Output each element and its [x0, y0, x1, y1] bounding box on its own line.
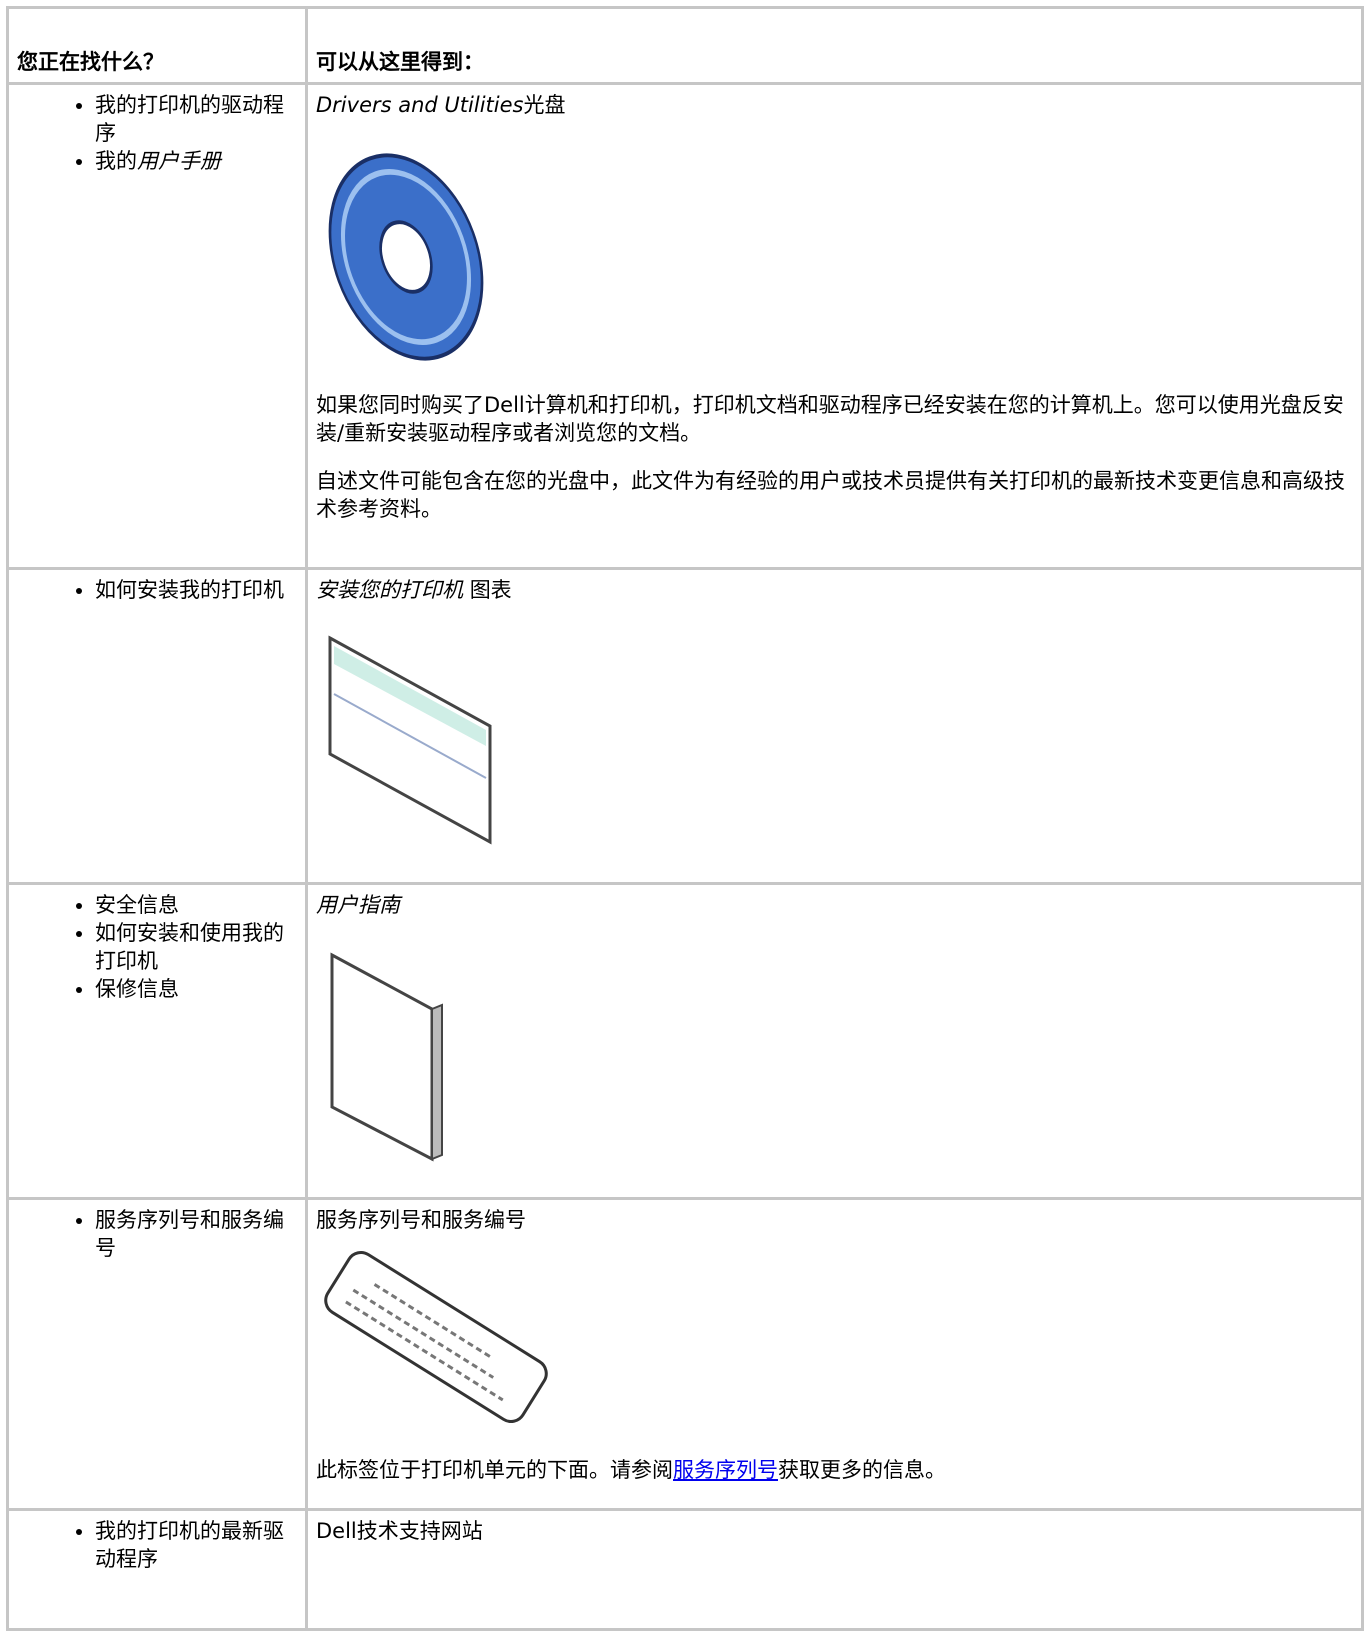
- item: 我的用户手册: [95, 147, 297, 175]
- note: 自述文件可能包含在您的光盘中，此文件为有经验的用户或技术员提供有关打印机的最新技…: [316, 469, 1345, 521]
- source-title: 用户指南: [316, 891, 1353, 919]
- note: 如果您同时购买了Dell计算机和打印机，打印机文档和驱动程序已经安装在您的计算机…: [316, 393, 1344, 445]
- info-table: 您正在找什么？ 可以从这里得到： 我的打印机的驱动程序 我的用户手册 Drive…: [6, 6, 1364, 1631]
- item: 如何安装我的打印机: [95, 576, 297, 604]
- row: 如何安装我的打印机 安装您的打印机 图表: [6, 567, 1364, 885]
- service-tag-image: [324, 1251, 548, 1423]
- item-text: 我的: [95, 149, 137, 173]
- source-cell: Drivers and Utilities光盘 如果您同时购买了Dell计算机和…: [305, 82, 1364, 570]
- link[interactable]: 服务序列号: [673, 1458, 778, 1482]
- source-cell: 安装您的打印机 图表: [305, 567, 1364, 885]
- row: 我的打印机的驱动程序 我的用户手册 Drivers and Utilities光…: [6, 82, 1364, 570]
- note-text: 此标签位于打印机单元的下面。请参阅: [316, 1458, 673, 1482]
- item-text: 服务序列号和服务编号: [95, 1208, 284, 1260]
- source-text: 安装您的打印机: [316, 578, 463, 602]
- source-title: 服务序列号和服务编号: [316, 1206, 1353, 1234]
- row: 安全信息 如何安装和使用我的打印机 保修信息 用户指南: [6, 882, 1364, 1200]
- source-title: Drivers and Utilities光盘: [316, 91, 1353, 119]
- items-cell: 我的打印机的最新驱动程序: [6, 1508, 308, 1631]
- note-text: 获取更多的信息。: [778, 1458, 946, 1482]
- row: 我的打印机的最新驱动程序 Dell技术支持网站: [6, 1508, 1364, 1631]
- item: 保修信息: [95, 975, 297, 1003]
- item-text: 如何安装我的打印机: [95, 578, 284, 602]
- item-text: 用户手册: [137, 149, 221, 173]
- cd-image: [328, 153, 484, 361]
- source-text: 服务序列号和服务编号: [316, 1208, 526, 1232]
- row: 服务序列号和服务编号 服务序列号和服务编号 此标签位于打印机单元的下面。请参阅服…: [6, 1197, 1364, 1511]
- item: 如何安装和使用我的打印机: [95, 919, 297, 975]
- note: 此标签位于打印机单元的下面。请参阅服务序列号获取更多的信息。: [316, 1456, 1353, 1484]
- items-cell: 我的打印机的驱动程序 我的用户手册: [6, 82, 308, 570]
- item: 我的打印机的驱动程序: [95, 91, 297, 147]
- item: 安全信息: [95, 891, 297, 919]
- item-text: 保修信息: [95, 977, 179, 1001]
- source-text: Dell技术支持网站: [316, 1519, 483, 1543]
- item-text: 我的打印机的最新驱动程序: [95, 1519, 284, 1571]
- page: 您正在找什么？ 可以从这里得到： 我的打印机的驱动程序 我的用户手册 Drive…: [0, 0, 1370, 1576]
- source-title: Dell技术支持网站: [316, 1517, 1353, 1545]
- item: 服务序列号和服务编号: [95, 1206, 297, 1262]
- setup-diagram-image: [328, 635, 492, 845]
- item-text: 安全信息: [95, 893, 179, 917]
- source-cell: 服务序列号和服务编号 此标签位于打印机单元的下面。请参阅服务序列号获取更多的信息…: [305, 1197, 1364, 1511]
- header-cell: 您正在找什么？: [6, 6, 308, 85]
- items-cell: 如何安装我的打印机: [6, 567, 308, 885]
- source-text: 光盘: [523, 93, 566, 117]
- header-row: 您正在找什么？ 可以从这里得到：: [6, 6, 1364, 85]
- items-cell: 服务序列号和服务编号: [6, 1197, 308, 1511]
- source-cell: 用户指南: [305, 882, 1364, 1200]
- source-text: Drivers and Utilities: [316, 93, 524, 117]
- items-cell: 安全信息 如何安装和使用我的打印机 保修信息: [6, 882, 308, 1200]
- source-text: 图表: [469, 578, 512, 602]
- item-text: 如何安装和使用我的打印机: [95, 921, 284, 973]
- guide-image: [330, 952, 443, 1162]
- item: 我的打印机的最新驱动程序: [95, 1517, 297, 1573]
- source-text: 用户指南: [316, 893, 400, 917]
- source-cell: Dell技术支持网站: [305, 1508, 1364, 1631]
- item-text: 我的打印机的驱动程序: [95, 93, 284, 145]
- header-cell: 可以从这里得到：: [305, 6, 1364, 85]
- source-title: 安装您的打印机 图表: [316, 576, 1353, 604]
